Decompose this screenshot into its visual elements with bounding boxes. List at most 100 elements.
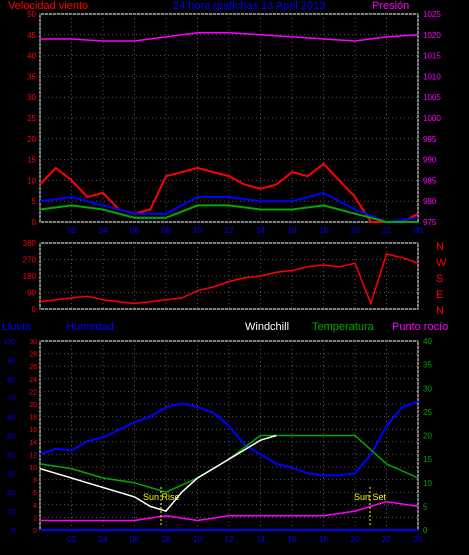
x-tick: 04 (99, 535, 108, 544)
y-tick-direction: 270 (23, 256, 37, 265)
y-tick-pressure: 995 (423, 135, 437, 144)
y-tick-temperature: 35 (423, 361, 432, 370)
y-tick-humidity: 24 (29, 377, 37, 384)
humidity-line (39, 400, 419, 477)
y-tick-humidity: 4 (33, 503, 37, 510)
x-tick: 18 (319, 535, 328, 544)
y-tick-pressure: 1025 (423, 10, 441, 19)
chart-title: 24 hora grafichas 13 April 2013 (173, 0, 325, 12)
y-tick-rain: 50 (7, 434, 15, 441)
x-tick: 02 (67, 226, 76, 235)
y-tick-wind: 30 (27, 93, 36, 102)
y-tick-wind: 50 (27, 10, 36, 19)
humidity-temperature-panel: 0102030405060708090100024681012141618202… (3, 337, 432, 544)
y-tick-temperature: 5 (423, 502, 428, 511)
y-tick-wind: 10 (27, 176, 36, 185)
y-tick-humidity: 6 (33, 490, 37, 497)
y-tick-wind: 35 (27, 72, 36, 81)
y-tick-pressure: 1010 (423, 72, 441, 81)
y-tick-humidity: 26 (29, 364, 37, 371)
x-tick: 22 (382, 226, 391, 235)
sunset-label: Sun Set (354, 492, 387, 502)
y-tick-wind: 0 (32, 218, 37, 227)
y-tick-pressure: 1020 (423, 31, 441, 40)
y-tick-humidity: 22 (29, 389, 37, 396)
compass-s: S (436, 273, 443, 285)
y-tick-wind: 5 (32, 197, 37, 206)
y-tick-humidity: 14 (29, 440, 37, 447)
y-tick-humidity: 18 (29, 415, 37, 422)
y-tick-pressure: 975 (423, 218, 437, 227)
y-tick-pressure: 990 (423, 156, 437, 165)
x-tick: 04 (99, 226, 108, 235)
y-tick-temperature: 10 (423, 479, 432, 488)
wind-direction-line (39, 253, 419, 306)
dewpoint-label: Punto rocío (392, 321, 448, 333)
x-tick: 02 (67, 535, 76, 544)
y-tick-rain: 100 (3, 339, 15, 346)
x-tick: 00 (414, 226, 423, 235)
x-tick: 20 (351, 535, 360, 544)
y-tick-rain: 20 (7, 490, 15, 497)
y-tick-rain: 30 (7, 471, 15, 478)
x-tick: 14 (256, 535, 265, 544)
y-tick-humidity: 10 (29, 465, 37, 472)
compass-w: W (436, 257, 447, 269)
y-tick-humidity: 28 (29, 352, 37, 359)
y-tick-pressure: 1000 (423, 114, 441, 123)
x-tick: 10 (193, 535, 202, 544)
temperature-label: Temperatura (312, 321, 375, 333)
x-tick: 14 (256, 226, 265, 235)
compass-n-top: N (436, 241, 444, 253)
y-tick-pressure: 980 (423, 197, 437, 206)
pressure-axis-title: Presión (372, 0, 409, 12)
y-tick-rain: 0 (11, 528, 15, 535)
y-tick-wind: 45 (27, 31, 36, 40)
rain-label: Lluvia (2, 321, 32, 333)
x-tick: 06 (130, 226, 139, 235)
y-tick-rain: 10 (7, 509, 15, 516)
y-tick-humidity: 16 (29, 427, 37, 434)
compass-n-bottom: N (436, 305, 444, 317)
x-tick: 08 (162, 226, 171, 235)
x-tick: 12 (225, 535, 234, 544)
y-tick-rain: 40 (7, 452, 15, 459)
y-tick-temperature: 15 (423, 455, 432, 464)
x-tick: 16 (288, 535, 297, 544)
x-tick: 18 (319, 226, 328, 235)
y-tick-temperature: 40 (423, 337, 432, 346)
y-tick-rain: 90 (7, 358, 15, 365)
y-tick-temperature: 0 (423, 526, 428, 535)
series-line-2 (39, 434, 277, 512)
y-tick-humidity: 2 (33, 515, 37, 522)
y-tick-wind: 20 (27, 135, 36, 144)
y-tick-temperature: 30 (423, 384, 432, 393)
y-tick-humidity: 30 (29, 339, 37, 346)
y-tick-wind: 40 (27, 52, 36, 61)
x-tick: 22 (382, 535, 391, 544)
y-tick-rain: 80 (7, 377, 15, 384)
wind-direction-panel: 0 90 180 270 360 (23, 239, 419, 314)
x-tick: 16 (288, 226, 297, 235)
y-tick-humidity: 12 (29, 452, 37, 459)
y-tick-humidity: 8 (33, 478, 37, 485)
wind-line-1 (39, 162, 419, 223)
y-tick-direction: 0 (32, 305, 37, 314)
compass-e: E (436, 289, 443, 301)
wind-line-2 (39, 191, 419, 224)
y-tick-wind: 15 (27, 156, 36, 165)
y-tick-pressure: 1015 (423, 52, 441, 61)
y-tick-temperature: 20 (423, 432, 432, 441)
x-tick: 20 (351, 226, 360, 235)
y-tick-direction: 180 (23, 272, 37, 281)
windchill-label: Windchill (245, 321, 289, 333)
humidity-label: Humedad (66, 321, 114, 333)
y-tick-rain: 70 (7, 396, 15, 403)
x-tick: 00 (414, 535, 423, 544)
y-tick-humidity: 0 (33, 528, 37, 535)
y-tick-direction: 90 (27, 289, 36, 298)
y-tick-wind: 25 (27, 114, 36, 123)
wind-speed-axis-title: Velocidad viento (8, 0, 88, 12)
y-tick-rain: 60 (7, 415, 15, 422)
